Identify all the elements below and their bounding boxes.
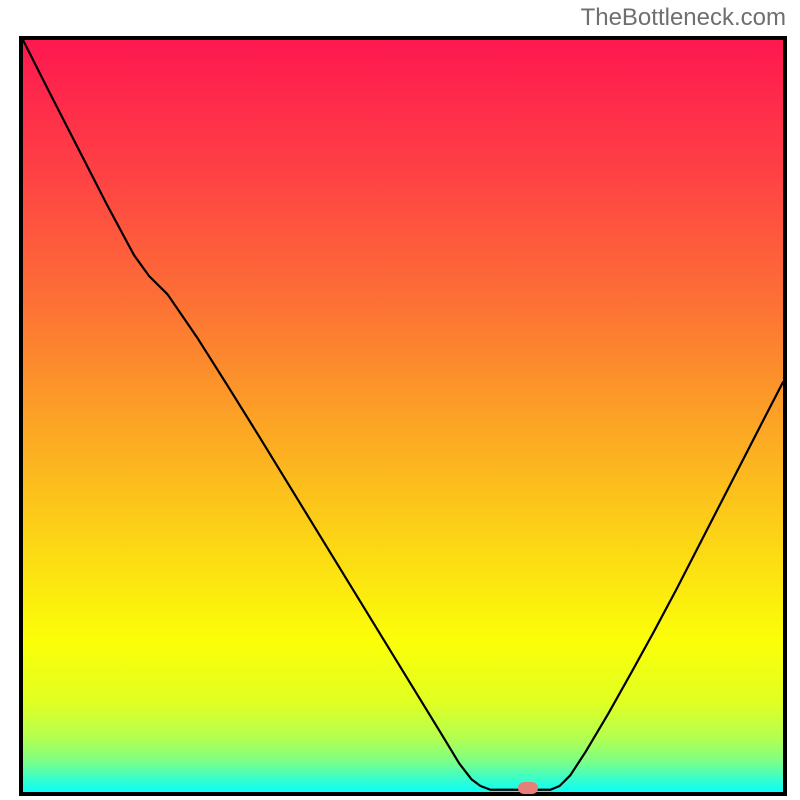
chart-frame [19, 36, 787, 796]
watermark-text: TheBottleneck.com [581, 4, 786, 32]
optimal-marker [518, 782, 538, 794]
chart-root: { "watermark": { "text": "TheBottleneck.… [0, 0, 800, 800]
bottleneck-curve [23, 40, 783, 792]
chart-area [23, 40, 783, 792]
bottleneck-curve-line [23, 40, 783, 790]
